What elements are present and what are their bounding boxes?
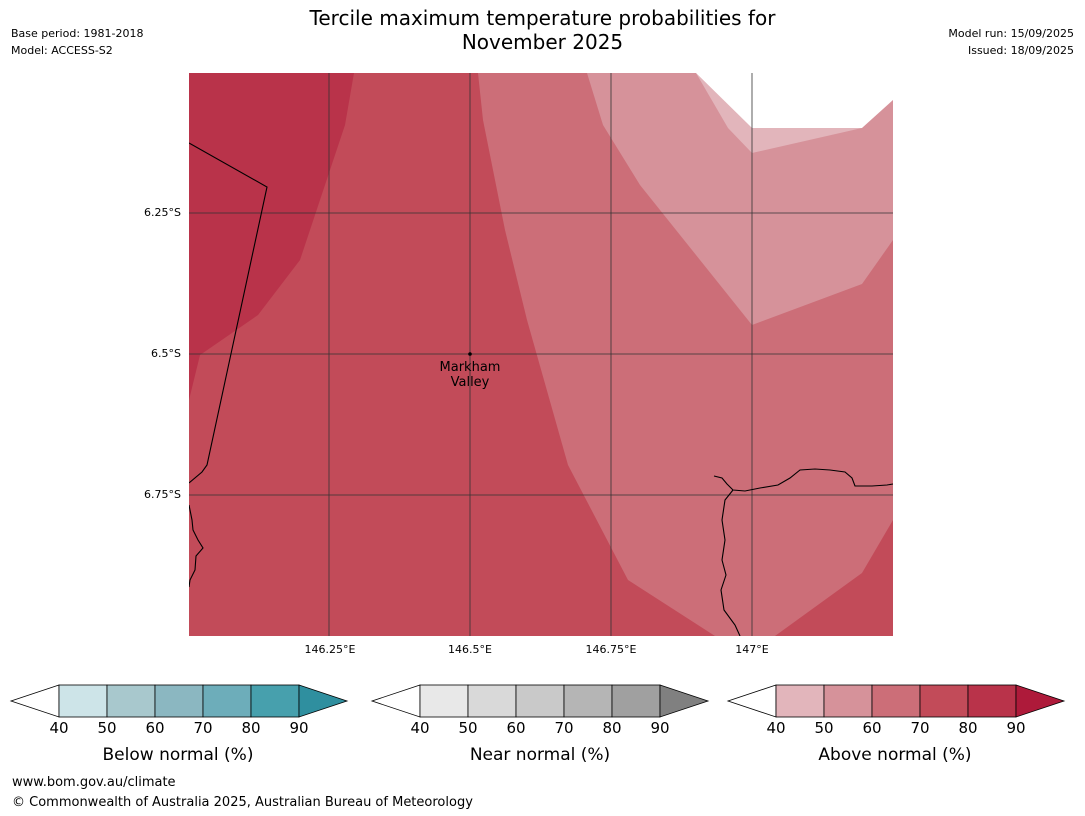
base-period: Base period: 1981-2018 — [11, 27, 144, 40]
colorbar-segment — [515, 684, 565, 718]
colorbar-near-normal — [370, 684, 710, 718]
colorbar-segment — [154, 684, 204, 718]
model-run: Model run: 15/09/2025 — [948, 27, 1074, 40]
region-80-90-west — [189, 73, 354, 400]
colorbar-tick-label: 60 — [506, 719, 526, 737]
place-name-line-2: Valley — [450, 375, 490, 390]
lon-label-146-5: 146.5°E — [448, 643, 492, 656]
region-40-50-northeast — [696, 73, 862, 153]
colorbar-extend-low — [9, 684, 60, 718]
colorbar-tick-label: 60 — [145, 719, 165, 737]
region-white — [696, 73, 893, 128]
colorbar-segment — [871, 684, 921, 718]
colorbar-below-normal — [9, 684, 349, 718]
colorbar-extend-high — [1015, 684, 1066, 718]
coastline-bay — [720, 489, 741, 636]
colorbar-tick-label: 70 — [193, 719, 213, 737]
colorbar-extend-high — [298, 684, 349, 718]
colorbar-label-below: Below normal (%) — [102, 745, 254, 765]
lat-label-6-25: 6.25°S — [144, 206, 181, 219]
lat-label-6-75: 6.75°S — [144, 488, 181, 501]
title-line-2: November 2025 — [461, 30, 624, 54]
issued-date: Issued: 18/09/2025 — [967, 44, 1074, 57]
place-label: Markham Valley — [420, 360, 520, 390]
colorbar-segment — [563, 684, 613, 718]
colorbar-segment — [967, 684, 1017, 718]
colorbar-tick-label: 90 — [1006, 719, 1026, 737]
colorbars-svg — [9, 684, 1066, 718]
graticule — [189, 73, 893, 636]
probability-field — [189, 73, 893, 636]
colorbar-label-near: Near normal (%) — [469, 745, 611, 765]
colorbar-above-normal — [726, 684, 1066, 718]
colorbar-tick-label: 50 — [97, 719, 117, 737]
place-marker — [468, 352, 472, 356]
colorbar-extend-high — [659, 684, 710, 718]
coastlines — [189, 142, 893, 636]
colorbar-label-above: Above normal (%) — [818, 745, 972, 765]
lon-label-147: 147°E — [735, 643, 769, 656]
colorbar-segment — [106, 684, 156, 718]
colorbar-tick-label: 40 — [766, 719, 786, 737]
footer-url: www.bom.gov.au/climate — [12, 775, 176, 790]
border-line — [189, 142, 268, 484]
colorbar-segment — [467, 684, 517, 718]
colorbar-tick-label: 40 — [49, 719, 69, 737]
colorbar-segment — [419, 684, 469, 718]
colorbar-tick-label: 90 — [650, 719, 670, 737]
lon-label-146-75: 146.75°E — [585, 643, 637, 656]
coastline-east — [713, 468, 893, 492]
colorbar-tick-label: 90 — [289, 719, 309, 737]
colorbar-segment — [202, 684, 252, 718]
colorbar-tick-label: 80 — [958, 719, 978, 737]
coastline-west — [189, 504, 204, 588]
colorbar-segment — [58, 684, 108, 718]
colorbar-extend-low — [370, 684, 421, 718]
lat-label-6-5: 6.5°S — [151, 347, 181, 360]
colorbar-extend-low — [726, 684, 777, 718]
meta-left: Base period: 1981-2018 Model: ACCESS-S2 — [11, 25, 143, 59]
colorbar-tick-label: 40 — [410, 719, 430, 737]
meta-right: Model run: 15/09/2025 Issued: 18/09/2025 — [948, 25, 1074, 59]
colorbar-segment — [919, 684, 969, 718]
colorbar-tick-label: 60 — [862, 719, 882, 737]
colorbar-segment — [250, 684, 300, 718]
colorbar-segment — [611, 684, 661, 718]
map-title: Tercile maximum temperature probabilitie… — [0, 6, 1085, 54]
footer-copyright: © Commonwealth of Australia 2025, Austra… — [12, 795, 473, 810]
colorbar-tick-label: 80 — [602, 719, 622, 737]
lon-label-146-25: 146.25°E — [304, 643, 356, 656]
model-name: Model: ACCESS-S2 — [11, 44, 113, 57]
colorbar-tick-label: 50 — [458, 719, 478, 737]
title-line-1: Tercile maximum temperature probabilitie… — [309, 6, 776, 30]
colorbar-segment — [823, 684, 873, 718]
colorbar-tick-label: 70 — [554, 719, 574, 737]
colorbar-tick-label: 70 — [910, 719, 930, 737]
colorbar-tick-label: 80 — [241, 719, 261, 737]
colorbar-segment — [775, 684, 825, 718]
colorbar-tick-label: 50 — [814, 719, 834, 737]
place-name-line-1: Markham — [439, 360, 501, 375]
